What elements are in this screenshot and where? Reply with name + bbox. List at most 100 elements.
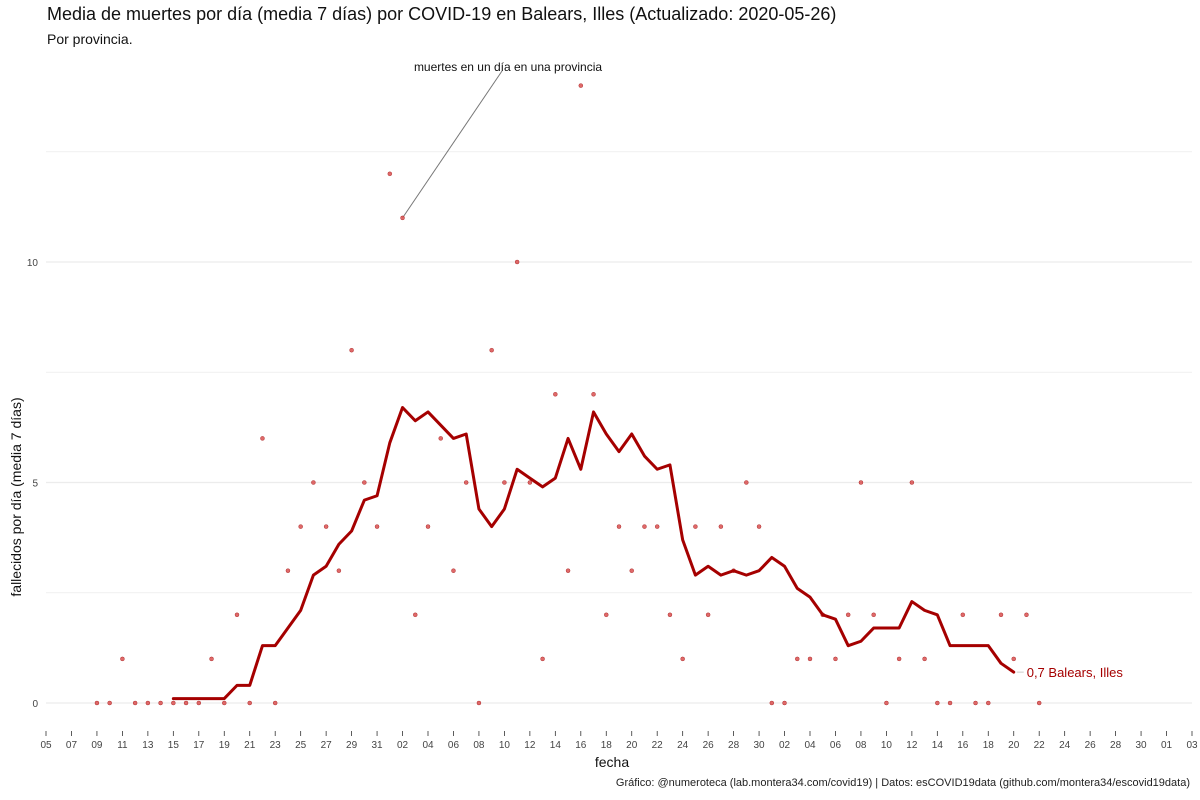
daily-point	[209, 656, 214, 662]
x-tick-label: 04	[422, 740, 434, 751]
daily-point	[1036, 700, 1042, 706]
x-tick-label: 22	[652, 740, 664, 751]
daily-point	[616, 524, 622, 529]
x-tick-label: 10	[499, 740, 511, 751]
daily-point	[413, 612, 418, 618]
x-tick-label: 08	[855, 740, 867, 751]
daily-point	[744, 480, 749, 485]
daily-point	[1024, 612, 1029, 618]
x-tick-label: 28	[728, 740, 740, 751]
y-tick-label: 5	[32, 479, 38, 490]
daily-point	[311, 480, 316, 485]
x-tick-label: 18	[601, 740, 613, 751]
x-tick-label: 02	[397, 740, 409, 751]
chart-subtitle: Por provincia.	[47, 31, 133, 47]
x-tick-label: 13	[142, 740, 154, 751]
x-tick-label: 03	[1186, 740, 1198, 751]
x-tick-label: 12	[906, 740, 918, 751]
x-tick-label: 23	[270, 740, 282, 751]
daily-point	[718, 524, 724, 529]
x-tick-label: 22	[1034, 740, 1046, 751]
daily-point	[935, 700, 940, 706]
series-end-label: 0,7 Balears, Illes	[1027, 665, 1124, 680]
daily-point	[896, 656, 902, 662]
x-tick-label: 07	[66, 740, 78, 751]
y-tick-label: 0	[32, 699, 38, 710]
daily-point	[654, 524, 660, 529]
daily-point	[1011, 656, 1016, 662]
x-tick-label: 20	[1008, 740, 1020, 751]
daily-point	[591, 392, 596, 397]
daily-point	[629, 568, 634, 573]
x-axis-ticks: 05 07 09 11 13 15 17 19 21 23 25 27 29 31 02 04 06 08 10 12…	[40, 731, 1198, 751]
x-tick-label: 25	[295, 740, 307, 751]
daily-point	[298, 524, 303, 529]
daily-point	[553, 392, 558, 397]
average-line-group: 0,7 Balears, Illes	[171, 406, 1124, 701]
daily-point	[922, 656, 927, 662]
daily-point	[502, 480, 507, 485]
x-tick-label: 29	[346, 740, 358, 751]
daily-point	[247, 700, 252, 706]
daily-point	[858, 480, 864, 485]
daily-point	[120, 656, 125, 662]
x-tick-label: 26	[1085, 740, 1097, 751]
x-tick-label: 11	[117, 740, 128, 751]
daily-point	[489, 347, 494, 353]
daily-point	[769, 700, 775, 706]
x-tick-label: 01	[1161, 740, 1173, 751]
daily-point	[680, 656, 685, 662]
x-tick-label: 02	[779, 740, 791, 751]
daily-point	[463, 480, 469, 485]
y-axis-label: fallecidos por día (media 7 días)	[8, 397, 24, 597]
daily-point	[527, 480, 533, 485]
x-tick-label: 16	[575, 740, 587, 751]
x-tick-label: 09	[91, 740, 103, 751]
daily-point	[171, 700, 176, 706]
x-tick-label: 06	[448, 740, 460, 751]
x-tick-label: 30	[754, 740, 766, 751]
x-tick-label: 06	[830, 740, 842, 751]
y-tick-label: 10	[27, 258, 39, 269]
x-tick-label: 05	[40, 740, 52, 751]
daily-point	[540, 656, 545, 662]
daily-point	[272, 700, 278, 706]
daily-point	[145, 700, 151, 706]
daily-point	[158, 700, 163, 706]
annotation-text: muertes en un día en una provincia	[414, 60, 602, 74]
daily-point	[349, 347, 354, 353]
daily-point	[705, 612, 711, 618]
daily-point	[362, 480, 367, 485]
x-tick-label: 30	[1136, 740, 1148, 751]
daily-point	[807, 656, 813, 662]
daily-point	[578, 83, 584, 88]
daily-point	[222, 700, 227, 706]
x-tick-label: 28	[1110, 740, 1122, 751]
x-tick-label: 24	[1059, 740, 1071, 751]
daily-point	[336, 568, 342, 573]
x-tick-label: 24	[677, 740, 689, 751]
x-tick-label: 08	[473, 740, 485, 751]
x-tick-label: 26	[703, 740, 715, 751]
x-tick-label: 16	[957, 740, 969, 751]
chart-caption: Gráfico: @numeroteca (lab.montera34.com/…	[615, 777, 1190, 789]
annotation-leader	[402, 70, 503, 219]
daily-point	[387, 171, 393, 177]
daily-point	[438, 436, 443, 441]
daily-point	[998, 612, 1004, 618]
daily-point	[604, 612, 609, 618]
x-tick-label: 17	[193, 740, 205, 751]
x-tick-label: 10	[881, 740, 893, 751]
chart-title: Media de muertes por día (media 7 días) …	[47, 4, 837, 24]
daily-point	[667, 612, 673, 618]
x-tick-label: 12	[524, 740, 536, 751]
x-tick-label: 14	[550, 740, 562, 751]
series-line-balears	[171, 406, 1016, 701]
daily-point	[234, 612, 240, 618]
daily-point	[183, 700, 189, 706]
daily-point	[400, 215, 405, 221]
daily-point	[833, 656, 838, 662]
daily-point	[782, 700, 787, 706]
daily-point	[871, 612, 876, 618]
y-axis-ticks: 0 5 10	[27, 258, 39, 710]
